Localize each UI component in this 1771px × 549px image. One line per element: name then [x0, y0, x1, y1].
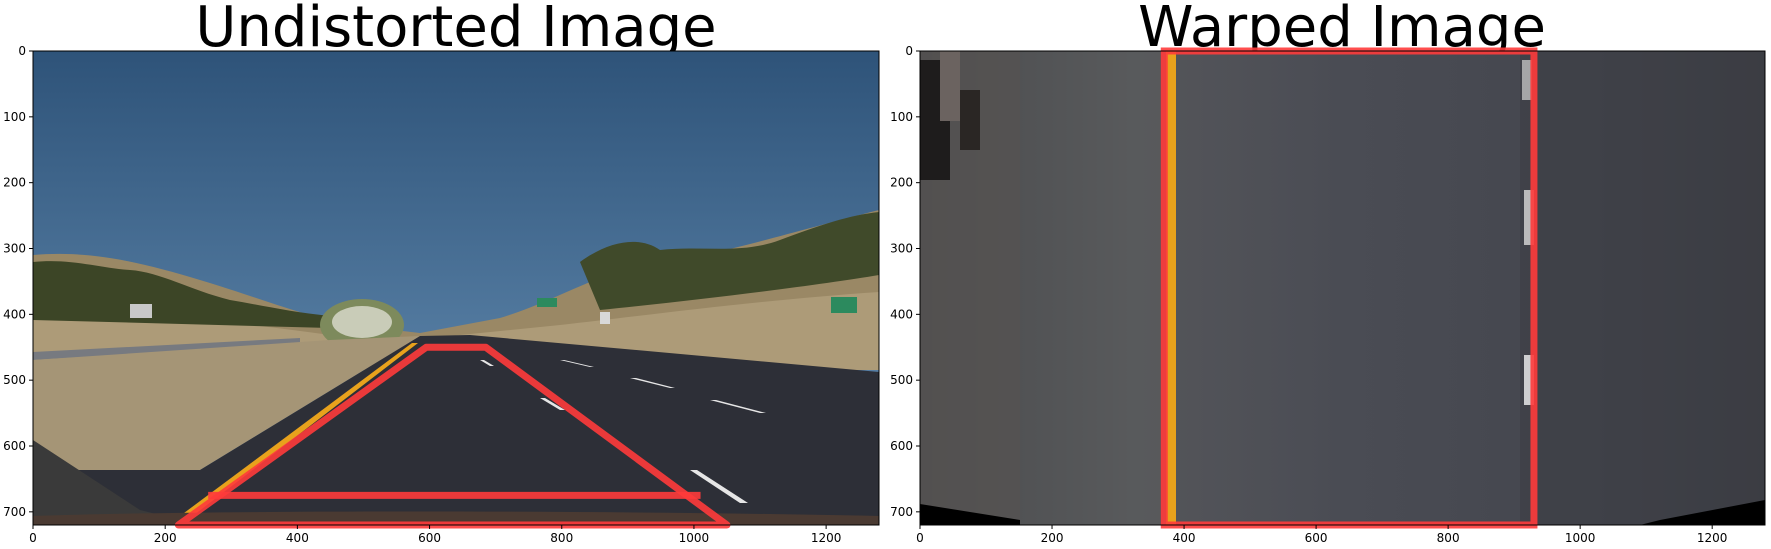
x-axis-ticks: 0 200 400 600 800 1000 1200 — [916, 525, 1727, 545]
y-tick-label: 500 — [890, 373, 913, 387]
y-tick-label: 0 — [905, 44, 913, 58]
y-axis-ticks: 0 100 200 300 400 500 600 700 — [890, 44, 920, 519]
x-tick-label: 1000 — [1565, 531, 1596, 545]
y-tick-label: 600 — [3, 439, 26, 453]
y-tick-label: 0 — [18, 44, 26, 58]
x-tick-label: 1000 — [679, 531, 710, 545]
y-tick-label: 700 — [890, 505, 913, 519]
axes-frame — [919, 50, 1766, 526]
x-tick-label: 0 — [29, 531, 37, 545]
y-tick-label: 400 — [890, 307, 913, 321]
x-tick-label: 800 — [550, 531, 573, 545]
x-tick-label: 400 — [1173, 531, 1196, 545]
x-tick-label: 600 — [418, 531, 441, 545]
y-tick-label: 100 — [3, 110, 26, 124]
x-tick-label: 600 — [1305, 531, 1328, 545]
x-tick-label: 1200 — [811, 531, 842, 545]
x-tick-label: 0 — [916, 531, 924, 545]
y-tick-label: 300 — [890, 242, 913, 256]
axes-frame — [32, 50, 880, 526]
warped-panel: Warped Image 0 200 400 600 800 1000 1200 01002… — [890, 0, 1766, 545]
x-tick-label: 200 — [1041, 531, 1064, 545]
y-tick-label: 300 — [3, 242, 26, 256]
y-tick-label: 200 — [3, 176, 26, 190]
y-tick-label: 200 — [890, 176, 913, 190]
x-tick-label: 1200 — [1697, 531, 1728, 545]
y-tick-label: 400 — [3, 307, 26, 321]
undistorted-panel: Undistorted Image — [3, 0, 880, 545]
x-tick-label: 200 — [154, 531, 177, 545]
undistorted-road-image — [33, 51, 879, 525]
x-axis-ticks: 0 200 400 600 800 1000 1200 — [29, 525, 841, 545]
y-tick-label: 500 — [3, 373, 26, 387]
warped-road-image — [920, 51, 1765, 525]
y-axis-ticks: 0 100 200 300 400 500 600 700 — [3, 44, 33, 519]
x-tick-label: 400 — [286, 531, 309, 545]
x-tick-label: 800 — [1437, 531, 1460, 545]
y-tick-label: 100 — [890, 110, 913, 124]
panel-title: Undistorted Image — [195, 0, 716, 60]
y-tick-label: 600 — [890, 439, 913, 453]
y-tick-label: 700 — [3, 505, 26, 519]
